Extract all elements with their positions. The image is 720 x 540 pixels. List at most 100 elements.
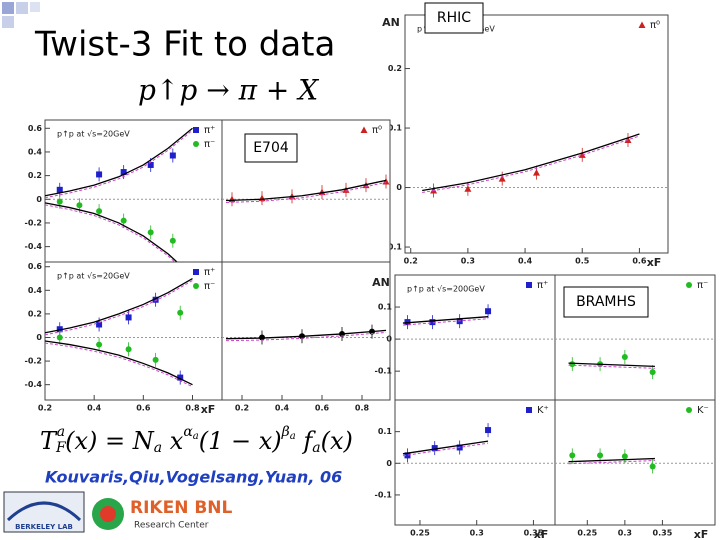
legend-label: π⁻ xyxy=(697,280,708,291)
plot-area xyxy=(225,324,387,345)
fit-curve-alt xyxy=(45,204,176,262)
fit-curve-alt xyxy=(225,181,387,203)
y-tick-label: 0 xyxy=(386,335,392,344)
panel-frame xyxy=(221,261,391,401)
panel: 0.25 0.3 0.35 xF K⁻ xyxy=(554,399,716,540)
riken-text: RIKEN BNL xyxy=(130,498,233,518)
x-tick-label: 0.3 xyxy=(461,257,475,266)
formula: TFa(x) = Na xαa(1 − x)βa fa(x) xyxy=(40,424,353,456)
legend-label: K⁻ xyxy=(697,405,709,416)
x-tick-label: 0.2 xyxy=(404,257,418,266)
y-tick-label: 0.2 xyxy=(388,64,402,73)
x-axis-label: xF xyxy=(647,256,662,269)
fit-curve-alt xyxy=(45,280,193,336)
corner-decoration xyxy=(2,2,40,28)
y-tick-label: 0.1 xyxy=(378,427,393,436)
data-point xyxy=(649,463,656,470)
fit-curve xyxy=(402,440,489,455)
data-point xyxy=(56,186,63,193)
data-point xyxy=(177,374,184,381)
legend-marker xyxy=(686,407,692,413)
y-tick-label: 0 xyxy=(396,183,402,192)
fit-curve-alt xyxy=(422,135,640,194)
data-point xyxy=(96,208,103,215)
legend-label: π⁺ xyxy=(537,280,548,291)
panel: -0.100.10.20.20.30.40.50.6ANxFp↑p at √s=… xyxy=(382,14,669,269)
x-tick-label: 0.25 xyxy=(577,529,597,538)
data-point xyxy=(96,341,103,348)
data-point xyxy=(533,169,540,176)
panels: -0.1 0 0.1 0.2 0.2 0.3 0.4 0.5 0.6 AN xF p↑p at √s=… xyxy=(25,14,716,540)
slide-title: Twist-3 Fit to data xyxy=(34,25,335,65)
data-point xyxy=(485,427,492,434)
fit-curve-alt xyxy=(568,460,655,465)
brahms-box xyxy=(563,286,649,318)
plot-area xyxy=(422,132,640,198)
data-point xyxy=(169,152,176,159)
plot-area xyxy=(568,350,656,380)
x-tick-label: 0.5 xyxy=(575,257,590,266)
legend-marker xyxy=(360,126,368,133)
legend-marker xyxy=(686,282,692,288)
x-tick-label: 0.6 xyxy=(315,404,330,413)
data-point xyxy=(498,175,506,182)
riken-subtext: Research Center xyxy=(134,521,209,531)
panel-frame xyxy=(394,274,556,401)
data-point xyxy=(120,217,127,224)
y-tick-label: 0.1 xyxy=(388,124,403,133)
panel-frame xyxy=(394,399,556,526)
y-tick-label: -0.1 xyxy=(375,367,393,376)
x-tick-label: 0.3 xyxy=(470,529,484,538)
x-axis-label: xF xyxy=(694,528,709,540)
plot-area xyxy=(45,277,193,388)
y-tick-label: 0.4 xyxy=(28,286,43,295)
x-tick-label: 0.2 xyxy=(235,404,249,413)
data-point xyxy=(429,319,436,326)
y-tick-label: 0.1 xyxy=(378,303,393,312)
data-point xyxy=(569,452,576,459)
y-tick-label: -0.1 xyxy=(385,243,403,252)
reaction: p↑p → π + X xyxy=(138,74,319,107)
data-point xyxy=(56,326,63,333)
legend-marker xyxy=(193,283,199,289)
data-point xyxy=(56,334,63,341)
x-tick-label: 0.4 xyxy=(518,257,533,266)
legend-label: π⁻ xyxy=(204,281,215,292)
panel-frame xyxy=(554,399,716,526)
data-point xyxy=(485,308,492,315)
y-tick-label: -0.4 xyxy=(25,380,43,389)
riken-logo: RIKEN BNL Research Center xyxy=(92,498,233,531)
legend-marker xyxy=(638,21,646,28)
legend-marker xyxy=(193,127,199,133)
fit-curve xyxy=(225,179,387,202)
x-axis-label: xF xyxy=(201,403,216,416)
legend-marker xyxy=(526,407,532,413)
fit-curve xyxy=(568,362,655,367)
rhic-label: RHIC xyxy=(437,10,471,26)
legend-marker xyxy=(193,141,199,147)
plot-area xyxy=(568,448,656,474)
authors: Kouvaris,Qiu,Vogelsang,Yuan, 06 xyxy=(45,468,342,487)
y-axis-label: AN xyxy=(372,276,390,289)
legend-label: π⁰ xyxy=(650,20,660,31)
e704-box xyxy=(244,133,298,163)
data-point xyxy=(125,346,132,353)
data-point xyxy=(621,453,628,460)
y-tick-label: 0 xyxy=(36,195,42,204)
x-tick-label: 0.8 xyxy=(355,404,370,413)
y-tick-label: 0 xyxy=(386,459,392,468)
fit-curve-alt xyxy=(402,318,489,326)
y-tick-label: -0.1 xyxy=(375,490,393,499)
rhic-box xyxy=(424,2,484,34)
fit-curve xyxy=(45,202,178,262)
panel: -0.4 -0.2 0 0.2 0.4 0.6 0.2 0.4 0.6 0.8 xF p↑p at √… xyxy=(25,261,223,416)
panel: -0.1 0 0.1 AN p↑p at √s=200GeV π⁺ xyxy=(372,274,556,401)
data-point xyxy=(152,356,159,363)
data-point xyxy=(404,452,411,459)
fit-curve xyxy=(225,329,387,340)
plot-area xyxy=(402,304,492,330)
y-tick-label: 0.6 xyxy=(28,262,43,271)
fit-curve-alt xyxy=(225,331,387,342)
legend-label: π⁺ xyxy=(204,267,215,278)
